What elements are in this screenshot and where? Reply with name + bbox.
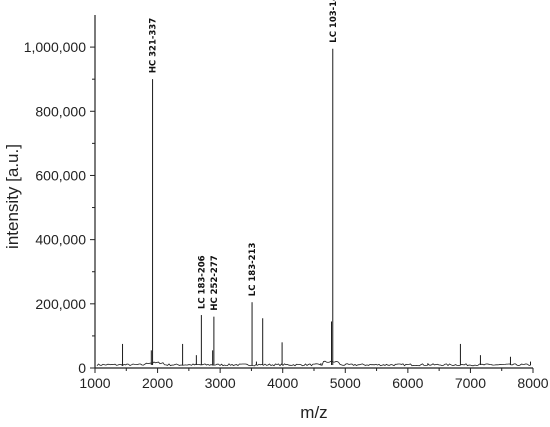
peak-annotation: HC 252-277	[210, 255, 220, 310]
y-tick-label: 800,000	[35, 103, 86, 119]
x-tick-label: 8000	[517, 375, 548, 391]
x-axis-title: m/z	[300, 403, 327, 422]
axes: 1000 2000 3000 4000 5000 6000 7000 8000 0 200,000…	[24, 15, 549, 391]
x-tick-label: 2000	[142, 375, 173, 391]
peak-annotation: HC 321-337	[149, 18, 159, 73]
y-tick-label: 0	[78, 360, 86, 376]
y-tick-label: 600,000	[35, 167, 86, 183]
peak-annotation: LC 183-206	[197, 255, 207, 309]
y-tick-label: 1,000,000	[24, 39, 86, 55]
x-tick-label: 6000	[392, 375, 423, 391]
plot-area: HC 321-337 LC 183-206 HC 252-277 LC 183-213…	[96, 0, 531, 367]
baseline-trace	[96, 360, 531, 367]
x-tick-label: 3000	[205, 375, 236, 391]
peak-annotation: LC 103-144	[329, 0, 339, 43]
x-tick-label: 1000	[79, 375, 110, 391]
y-tick-label: 200,000	[35, 296, 86, 312]
x-tick-label: 5000	[330, 375, 361, 391]
y-axis-title: intensity [a.u.]	[3, 144, 22, 249]
y-tick-label: 400,000	[35, 232, 86, 248]
x-tick-label: 7000	[455, 375, 486, 391]
x-tick-label: 4000	[267, 375, 298, 391]
peak-annotation: LC 183-213	[248, 243, 258, 297]
